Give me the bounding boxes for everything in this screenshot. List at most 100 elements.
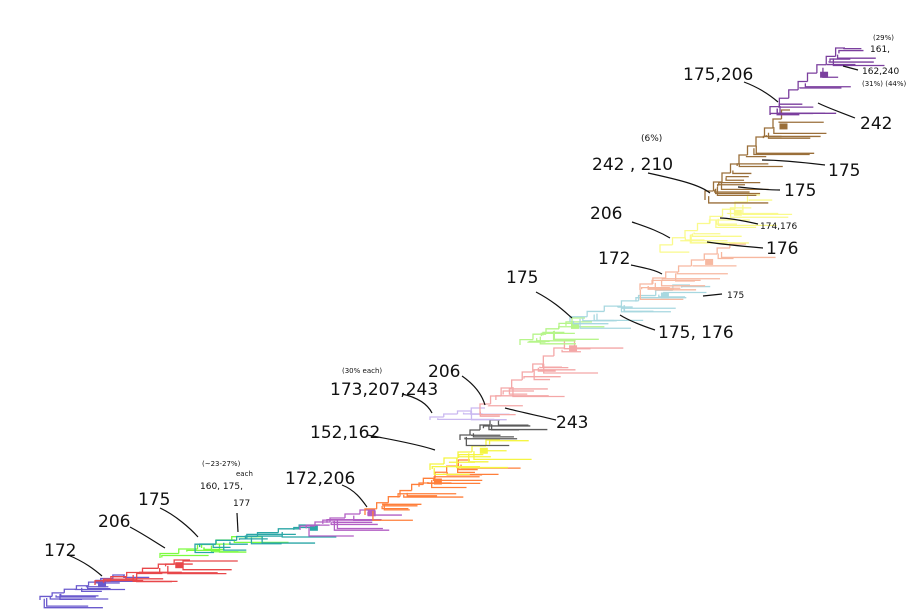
- branch: [51, 592, 65, 597]
- leaf-branch: [403, 494, 464, 498]
- leaf-branch: [620, 306, 671, 313]
- leaf-branch: [767, 132, 811, 139]
- leaf-branch: [765, 135, 821, 138]
- branch: [456, 410, 472, 414]
- leaf-branch: [776, 108, 800, 116]
- leaf-branch: [55, 595, 96, 598]
- leaf-branch: [382, 503, 422, 506]
- leaf-branch: [293, 526, 317, 530]
- leaf-branch: [383, 504, 410, 511]
- branch: [178, 548, 198, 554]
- leaf-branch: [238, 538, 268, 540]
- annotation-labels: 172 206 175 (~23-27%) each 160, 175, 177…: [44, 34, 907, 561]
- label-173-note: (30% each): [342, 367, 382, 375]
- arrow-177: [236, 512, 239, 533]
- leaf-branch: [732, 170, 752, 175]
- leaf-branch: [159, 567, 218, 574]
- leaf-branch: [714, 188, 761, 195]
- label-176a: 176: [766, 239, 798, 259]
- leaf-branch: [508, 388, 548, 390]
- leaf-branch: [829, 58, 851, 62]
- leaf-branch: [167, 565, 227, 575]
- collapsed-clade: [309, 524, 318, 531]
- branch: [659, 244, 673, 252]
- clade-6: [364, 459, 521, 521]
- collapsed-clade: [733, 209, 742, 216]
- arrow-206b: [461, 375, 486, 406]
- branch: [671, 237, 685, 245]
- leaf-branch: [537, 367, 556, 372]
- label-175d: 175: [784, 181, 816, 201]
- label-175-176a: 175, 176: [658, 323, 734, 343]
- leaf-branch: [692, 265, 737, 267]
- branch: [586, 310, 605, 317]
- branch: [399, 489, 412, 497]
- leaf-branch: [715, 220, 757, 229]
- label-top1: 161,: [870, 45, 890, 55]
- leaf-branch: [540, 332, 575, 337]
- branch: [778, 97, 789, 107]
- collapsed-clade: [569, 345, 578, 352]
- arrow-175a: [159, 507, 199, 538]
- leaf-branch: [49, 596, 109, 600]
- branch: [112, 574, 125, 579]
- leaf-branch: [125, 576, 164, 580]
- arrow-175d: [737, 186, 781, 191]
- branch: [716, 247, 730, 254]
- branch: [788, 89, 799, 99]
- leaf-branch: [182, 560, 238, 562]
- arrow-206c: [631, 221, 671, 239]
- branch: [479, 403, 491, 412]
- collapsed-clade: [779, 123, 788, 130]
- clade-7: [429, 439, 532, 476]
- collapsed-clade: [705, 258, 714, 265]
- branch: [359, 509, 375, 514]
- leaf-branch: [488, 440, 529, 445]
- branch: [806, 72, 817, 82]
- leaf-branch: [596, 313, 644, 322]
- leaf-branch: [565, 321, 593, 326]
- leaf-branch: [427, 482, 481, 485]
- leaf-branch: [572, 320, 609, 325]
- clade-14: [659, 194, 793, 253]
- leaf-branch: [223, 542, 247, 551]
- branch: [387, 496, 400, 503]
- label-top-note2: (31%) (44%): [862, 80, 907, 88]
- leaf-branch: [508, 389, 528, 395]
- arrow-175-176a: [619, 314, 656, 331]
- leaf-branch: [330, 521, 378, 526]
- branch: [459, 434, 470, 440]
- leaf-branch: [182, 561, 232, 571]
- leaf-branch: [308, 527, 354, 537]
- branch: [277, 528, 300, 533]
- leaf-branch: [336, 520, 383, 530]
- arrow-206a: [129, 526, 166, 549]
- branch: [429, 416, 444, 420]
- leaf-branch: [473, 451, 532, 461]
- branch: [703, 253, 718, 260]
- leaf-branch: [470, 410, 507, 421]
- branch: [411, 483, 424, 491]
- branch: [652, 277, 666, 284]
- arrow-174-176: [719, 217, 759, 225]
- branch: [443, 413, 458, 417]
- branch: [256, 532, 279, 537]
- leaf-branch: [660, 279, 706, 287]
- leaf-branch: [543, 363, 599, 374]
- leaf-branch: [725, 175, 749, 178]
- leaf-branch: [136, 574, 172, 583]
- leaf-branch: [432, 479, 483, 482]
- label-160-each: each: [236, 470, 253, 478]
- branch: [485, 439, 500, 446]
- leaf-branch: [658, 294, 686, 298]
- branch: [479, 424, 490, 430]
- leaf-branch: [573, 340, 624, 349]
- leaf-branch: [136, 572, 163, 575]
- leaf-branch: [457, 466, 475, 474]
- leaf-branch: [720, 251, 776, 259]
- arrow-175b: [535, 291, 573, 319]
- branch: [620, 300, 639, 307]
- leaf-branch: [488, 425, 548, 431]
- leaf-branch: [406, 492, 438, 497]
- collapsed-clade: [660, 292, 669, 299]
